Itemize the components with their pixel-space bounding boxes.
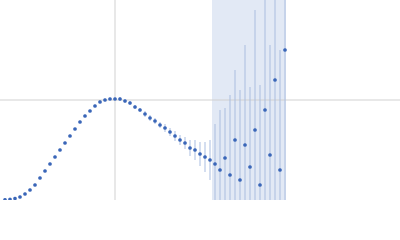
data-point (118, 97, 122, 101)
data-point (93, 104, 97, 108)
data-point (268, 153, 272, 157)
data-point (223, 156, 227, 160)
data-point (253, 128, 257, 132)
data-point (83, 114, 87, 118)
data-point (228, 173, 232, 177)
data-point (33, 183, 37, 187)
data-point (183, 141, 187, 145)
data-point (193, 148, 197, 152)
data-point (113, 97, 117, 101)
data-point (243, 143, 247, 147)
data-point (203, 155, 207, 159)
data-point (38, 176, 42, 180)
data-point (13, 196, 17, 200)
data-point (178, 138, 182, 142)
data-point (133, 105, 137, 109)
data-point (158, 123, 162, 127)
data-point (108, 97, 112, 101)
data-point (23, 192, 27, 196)
data-point (28, 188, 32, 192)
data-point (188, 146, 192, 150)
data-point (238, 178, 242, 182)
data-point (48, 162, 52, 166)
data-point (213, 162, 217, 166)
data-point (123, 99, 127, 103)
data-point (208, 158, 212, 162)
data-point (78, 120, 82, 124)
data-point (143, 112, 147, 116)
data-point (98, 100, 102, 104)
data-point (248, 165, 252, 169)
data-point (273, 78, 277, 82)
data-point (58, 148, 62, 152)
data-point (68, 134, 72, 138)
data-point (153, 119, 157, 123)
data-point (73, 127, 77, 131)
data-point (278, 168, 282, 172)
data-point (63, 141, 67, 145)
data-point (18, 195, 22, 199)
data-point (53, 155, 57, 159)
data-point (198, 152, 202, 156)
data-point (88, 109, 92, 113)
data-point (163, 126, 167, 130)
data-point (8, 197, 12, 200)
data-point (263, 108, 267, 112)
data-point (3, 198, 7, 200)
data-point (283, 48, 287, 52)
data-point (218, 168, 222, 172)
chart (0, 0, 400, 200)
data-point (148, 116, 152, 120)
data-point (233, 138, 237, 142)
data-point (168, 130, 172, 134)
data-point (173, 134, 177, 138)
data-point (258, 183, 262, 187)
data-point (138, 108, 142, 112)
data-point (43, 169, 47, 173)
data-point (103, 98, 107, 102)
data-point (128, 101, 132, 105)
